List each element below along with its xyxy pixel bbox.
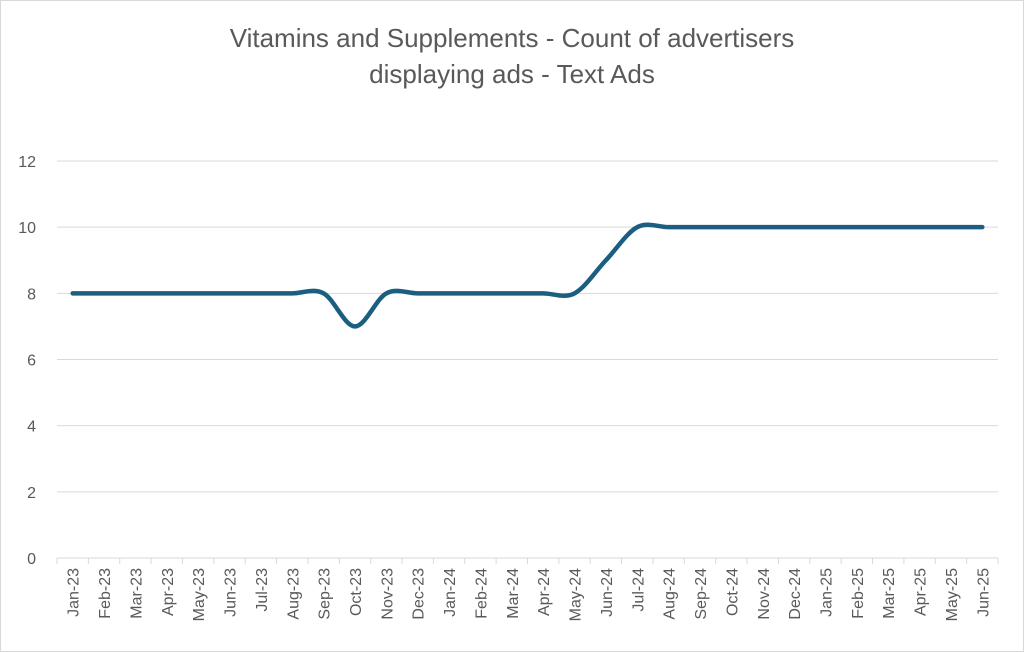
y-tick-label: 2 (27, 485, 36, 502)
x-tick-label: Jan-25 (818, 568, 835, 617)
x-tick-label: May-25 (944, 568, 961, 621)
x-tick-label: Jun-25 (975, 568, 992, 617)
y-tick-label: 0 (27, 551, 36, 568)
x-tick-label: Dec-23 (411, 568, 428, 620)
x-tick-label: Jul-23 (254, 568, 271, 612)
x-tick-label: Oct-23 (348, 568, 365, 616)
x-tick-label: Oct-24 (724, 568, 741, 616)
y-tick-label: 12 (18, 154, 36, 171)
x-tick-label: Apr-23 (160, 568, 177, 616)
x-tick-label: Feb-24 (473, 568, 490, 619)
x-tick-label: Jun-23 (223, 568, 240, 617)
chart-title-line-1: Vitamins and Supplements - Count of adve… (229, 23, 795, 53)
x-tick-label: Jul-24 (630, 568, 647, 612)
x-tick-label: May-23 (191, 568, 208, 621)
x-tick-label: Mar-23 (128, 568, 145, 619)
x-tick-label: Jun-24 (599, 568, 616, 617)
y-tick-label: 10 (18, 220, 36, 237)
x-tick-label: Nov-24 (756, 568, 773, 620)
x-tick-label: Jan-24 (442, 568, 459, 617)
x-tick-label: May-24 (568, 568, 585, 621)
x-tick-label: Jan-23 (66, 568, 83, 617)
x-tick-label: Mar-24 (505, 568, 522, 619)
x-tick-label: Sep-23 (317, 568, 334, 620)
x-tick-label: Dec-24 (787, 568, 804, 620)
x-tick-label: Aug-24 (662, 568, 679, 620)
x-tick-label: Feb-25 (850, 568, 867, 619)
y-tick-label: 4 (27, 419, 36, 436)
x-tick-label: Sep-24 (693, 568, 710, 620)
y-tick-label: 6 (27, 353, 36, 370)
x-tick-label: Mar-25 (881, 568, 898, 619)
x-tick-label: Apr-25 (913, 568, 930, 616)
chart-title-line-2: displaying ads - Text Ads (369, 59, 655, 89)
x-tick-label: Nov-23 (379, 568, 396, 620)
series-line (70, 222, 985, 329)
x-tick-label: Feb-23 (97, 568, 114, 619)
chart-title: Vitamins and Supplements - Count of adve… (0, 20, 1024, 92)
y-tick-label: 8 (27, 286, 36, 303)
x-tick-label: Apr-24 (536, 568, 553, 616)
x-tick-label: Aug-23 (285, 568, 302, 620)
